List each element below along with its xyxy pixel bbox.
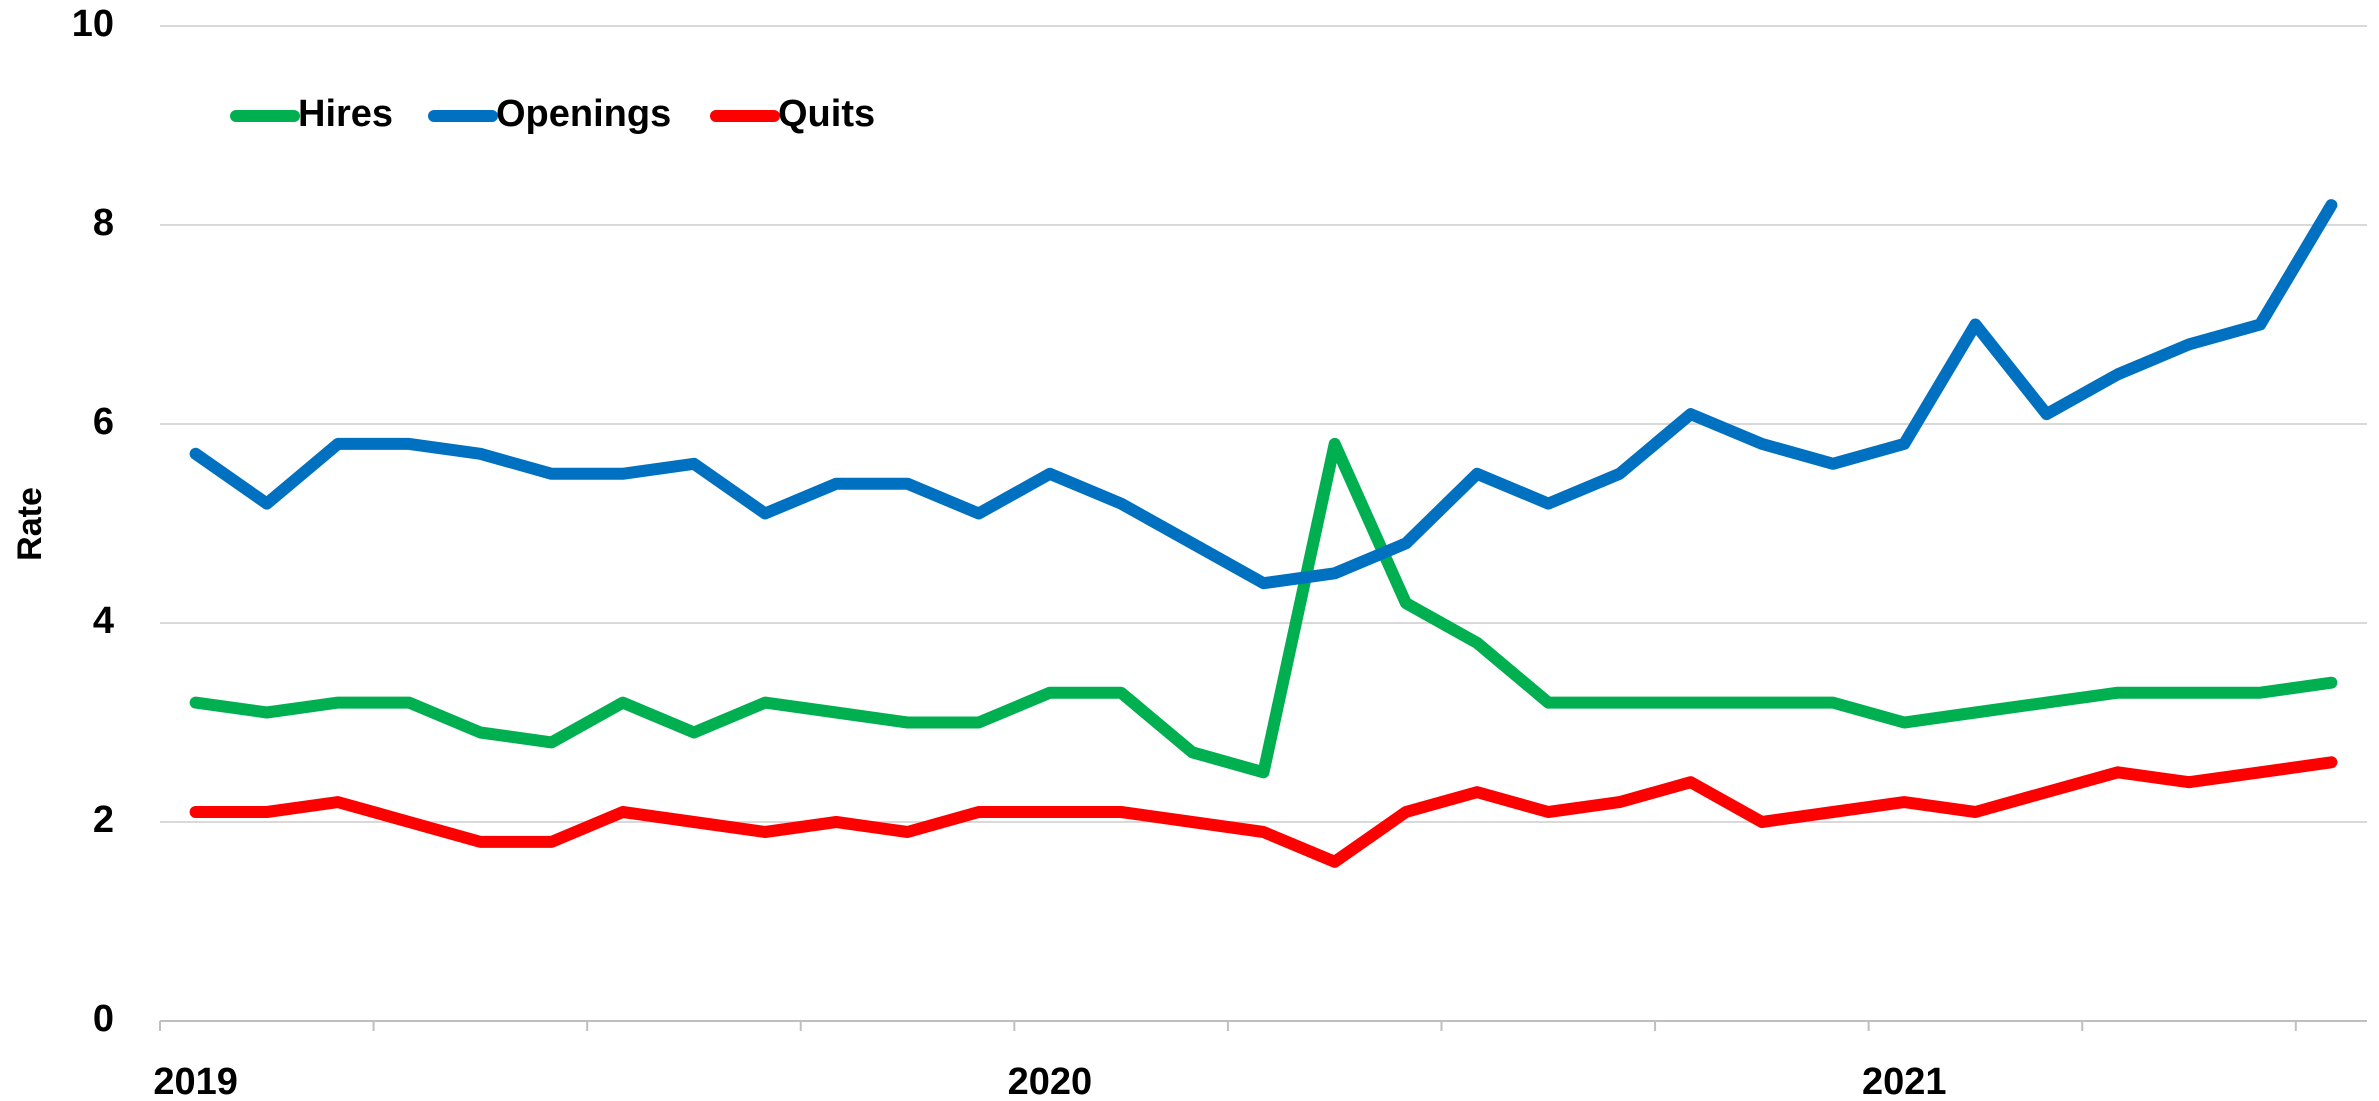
y-tick-label: 4: [93, 600, 114, 642]
y-tick-label: 8: [93, 202, 114, 244]
y-tick-label: 10: [72, 3, 114, 45]
y-axis-label: Rate: [11, 487, 49, 561]
legend-label: Openings: [496, 93, 671, 135]
x-tick-label: 2020: [1008, 1061, 1093, 1101]
legend-label: Hires: [298, 93, 393, 135]
series-line: [189, 199, 2338, 590]
y-tick-label: 6: [93, 401, 114, 443]
y-tick-label: 0: [93, 998, 114, 1040]
series-line: [189, 437, 2338, 779]
legend-label: Quits: [778, 93, 875, 135]
x-tick-label: 2021: [1862, 1061, 1947, 1101]
x-tick-label: 2019: [153, 1061, 238, 1101]
series-line: [189, 756, 2338, 868]
y-tick-label: 2: [93, 799, 114, 841]
